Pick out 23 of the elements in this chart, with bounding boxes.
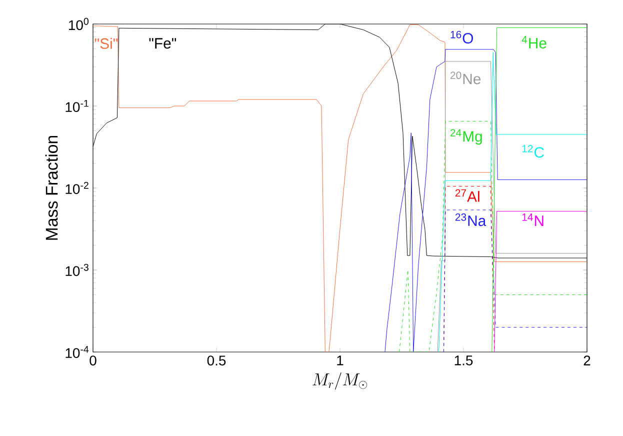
series-label: $^{16}$O [450,30,474,44]
x-tick-label: 0 [90,356,96,366]
series-label: $^{24}$Mg [450,129,482,145]
y-axis-title: Mass Fraction [45,136,58,240]
series-label: "Si" [94,38,118,49]
y-tick-label: 10$^{-2}$ [66,182,88,194]
x-tick-label: 0.5 [207,356,226,366]
series-label: $^{4}$He [522,36,546,48]
x-tick-label: 1.5 [454,356,473,366]
y-tick-label: 10$^{0}$ [69,18,89,30]
y-tick-label: 10$^{-4}$ [66,346,89,358]
x-tick-label: 1 [337,356,344,366]
series-label: $^{20}$Ne [450,72,481,84]
x-axis-title: $M_r/M_\odot$ [312,372,368,390]
series-label: "Fe" [149,38,176,49]
y-tick-label: 10$^{-1}$ [66,100,88,112]
line-series [384,49,588,352]
series-label: $^{14}$N [522,214,544,226]
x-tick-label: 2 [584,356,590,366]
series-label: $^{23}$Na [455,213,486,226]
series-label: $^{12}$C [522,145,544,158]
y-tick-label: 10$^{-3}$ [66,264,88,276]
series-label: $^{27}$Al [455,189,480,202]
